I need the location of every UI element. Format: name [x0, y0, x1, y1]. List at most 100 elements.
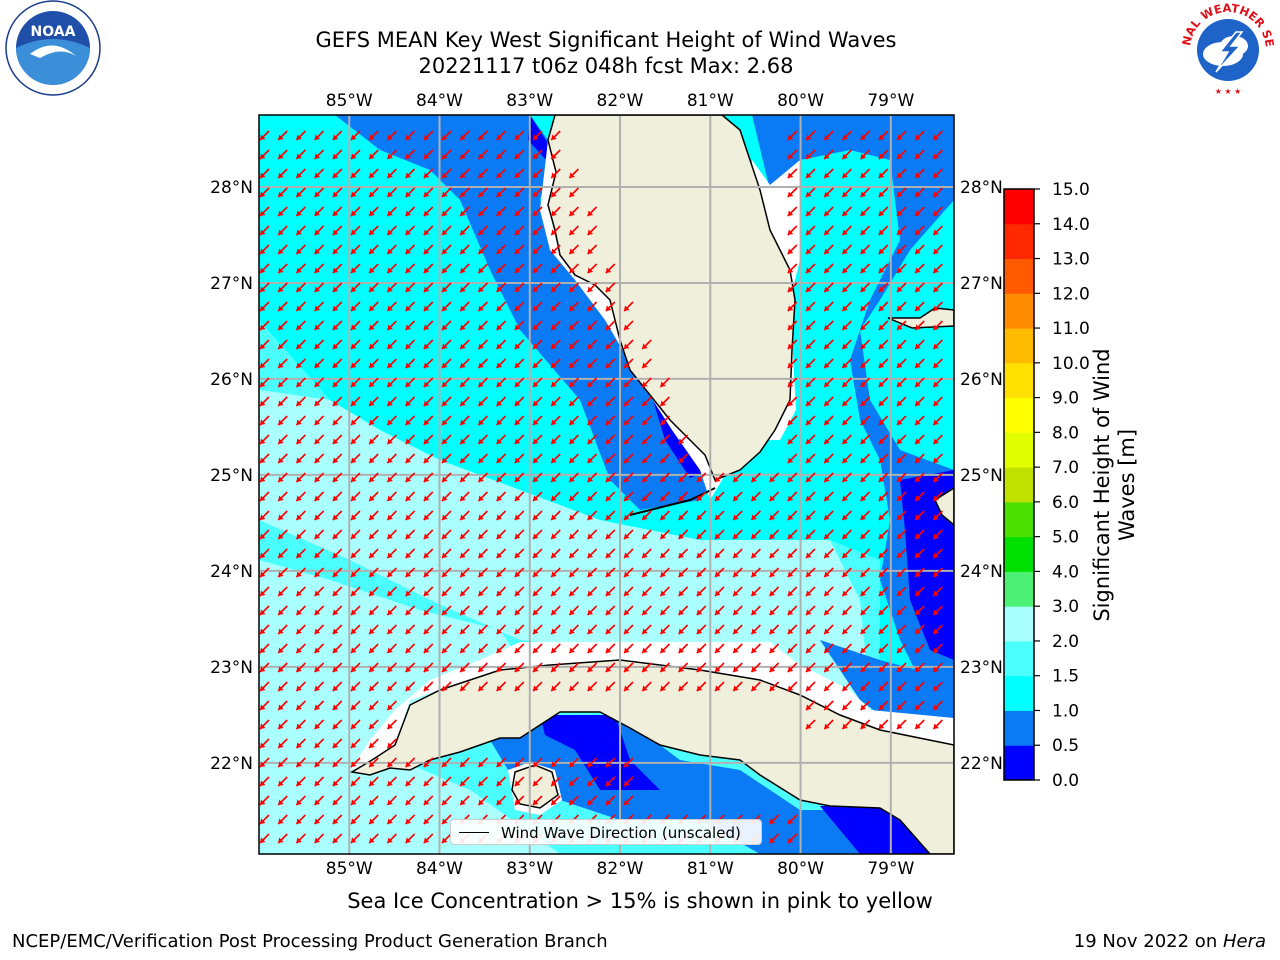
wave-arrow-1129 [405, 833, 416, 844]
wave-arrow-144 [441, 225, 452, 236]
wave-arrow-450 [550, 415, 561, 426]
wave-arrow-1037 [423, 757, 434, 768]
wave-arrow-145 [459, 225, 470, 236]
wave-arrow-485 [605, 434, 616, 445]
wave-arrow-412 [441, 396, 452, 407]
lon-label-bottom-3: 82°W [597, 859, 644, 879]
wave-arrow-939 [750, 662, 761, 673]
wave-arrow-122 [550, 206, 561, 217]
wave-arrow-291 [496, 320, 507, 331]
nws-logo: NATIONAL WEATHER SERVICE ★ ★ ★ [1176, 0, 1277, 96]
wave-arrow-1091 [259, 814, 270, 825]
wave-arrow-935 [678, 662, 689, 673]
wave-arrow-858 [659, 624, 670, 635]
wave-arrow-405 [314, 396, 325, 407]
wave-arrow-783 [678, 586, 689, 597]
wave-arrow-337 [914, 339, 925, 350]
wave-arrow-27 [277, 149, 288, 160]
wave-arrow-1062 [496, 776, 507, 787]
wave-arrow-1043 [532, 757, 543, 768]
wave-arrow-41 [532, 149, 543, 160]
wave-arrow-526 [841, 453, 852, 464]
wave-arrow-380 [441, 377, 452, 388]
wave-arrow-541 [423, 472, 434, 483]
wave-arrow-180 [587, 244, 598, 255]
wave-arrow-34 [405, 149, 416, 160]
wave-arrow-501 [295, 453, 306, 464]
wave-arrow-516 [568, 453, 579, 464]
wave-arrow-634 [732, 510, 743, 521]
wave-arrow-564 [841, 472, 852, 483]
wave-arrow-1041 [496, 757, 507, 768]
wave-arrow-426 [805, 396, 816, 407]
wave-arrow-390 [623, 377, 634, 388]
wave-arrow-169 [386, 244, 397, 255]
wave-arrow-712 [769, 548, 780, 559]
wave-arrow-17 [787, 130, 798, 141]
wave-arrow-367 [896, 358, 907, 369]
wave-arrow-691 [386, 548, 397, 559]
wave-arrow-717 [860, 548, 871, 559]
wave-arrow-286 [405, 320, 416, 331]
wave-arrow-961 [459, 681, 470, 692]
wave-arrow-687 [314, 548, 325, 559]
wave-arrow-897 [678, 643, 689, 654]
wave-arrow-528 [878, 453, 889, 464]
land-cuba [349, 659, 954, 854]
wave-arrow-652 [368, 529, 379, 540]
wave-arrow-369 [932, 358, 943, 369]
wave-arrow-842 [368, 624, 379, 635]
wave-arrow-631 [678, 510, 689, 521]
wave-arrow-534 [295, 472, 306, 483]
wave-arrow-603 [860, 491, 871, 502]
lat-label-left-6: 22°N [210, 754, 253, 774]
wave-arrow-871 [896, 624, 907, 635]
lon-label-bottom-0: 85°W [326, 859, 373, 879]
wave-arrow-335 [878, 339, 889, 350]
wave-arrow-474 [405, 434, 416, 445]
wave-arrow-431 [896, 396, 907, 407]
wave-arrow-274 [878, 301, 889, 312]
wave-arrow-656 [441, 529, 452, 540]
wave-arrow-381 [459, 377, 470, 388]
wave-arrow-621 [496, 510, 507, 521]
wave-arrow-928 [550, 662, 561, 673]
wave-arrow-172 [441, 244, 452, 255]
wave-arrow-413 [459, 396, 470, 407]
wave-arrow-56 [332, 168, 343, 179]
wave-arrow-24 [914, 130, 925, 141]
wave-arrow-955 [350, 681, 361, 692]
wave-arrow-186 [878, 244, 889, 255]
wave-arrow-1092 [277, 814, 288, 825]
wave-arrow-562 [805, 472, 816, 483]
wave-arrow-132 [914, 206, 925, 217]
wave-arrow-702 [587, 548, 598, 559]
wave-arrow-975 [714, 681, 725, 692]
wave-arrow-36 [441, 149, 452, 160]
wave-arrow-465 [932, 415, 943, 426]
lat-label-right-4: 24°N [960, 562, 1003, 582]
wave-arrow-475 [423, 434, 434, 445]
wave-arrow-58 [368, 168, 379, 179]
wave-arrow-641 [860, 510, 871, 521]
wave-arrow-1086 [550, 795, 561, 806]
wave-arrow-1029 [277, 757, 288, 768]
wave-arrow-878 [332, 643, 343, 654]
wave-arrow-157 [860, 225, 871, 236]
wave-arrow-1065 [550, 776, 561, 787]
lon-label-top-0: 85°W [326, 91, 373, 111]
wave-arrow-142 [405, 225, 416, 236]
wave-arrow-271 [823, 301, 834, 312]
wave-arrow-1058 [423, 776, 434, 787]
wave-arrow-55 [314, 168, 325, 179]
wave-arrow-1038 [441, 757, 452, 768]
wave-arrow-373 [314, 377, 325, 388]
wave-arrow-520 [641, 453, 652, 464]
wave-arrow-609 [277, 510, 288, 521]
wave-arrow-577 [386, 491, 397, 502]
wave-arrow-253 [350, 301, 361, 312]
wave-arrow-882 [405, 643, 416, 654]
wave-arrow-498 [932, 434, 943, 445]
wave-arrow-117 [459, 206, 470, 217]
wave-arrow-207 [568, 263, 579, 274]
